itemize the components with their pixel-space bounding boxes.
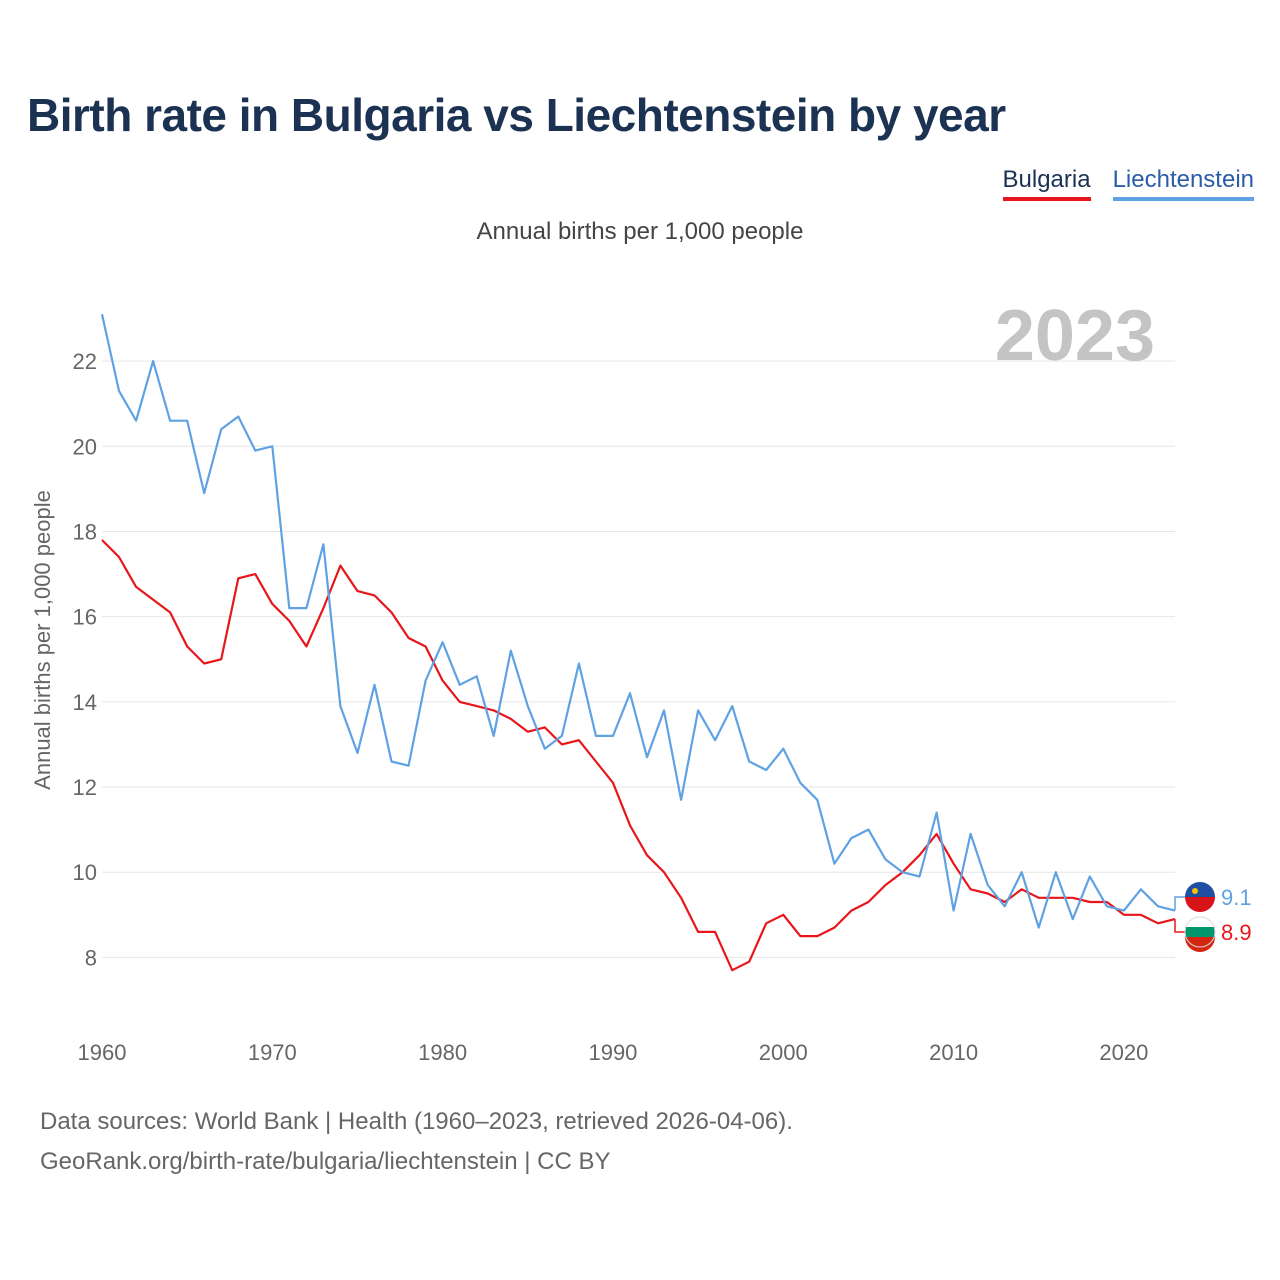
x-tick-label: 1970: [248, 1040, 297, 1065]
y-axis-label: Annual births per 1,000 people: [30, 490, 55, 790]
connector-liechtenstein: [1174, 896, 1185, 911]
legend-item-liechtenstein[interactable]: Liechtenstein: [1112, 166, 1254, 201]
chart-title: Birth rate in Bulgaria vs Liechtenstein …: [27, 89, 1006, 141]
flag-liechtenstein-icon: [1185, 882, 1215, 912]
series-line-liechtenstein: [100, 314, 1176, 929]
x-tick-label: 2020: [1099, 1040, 1148, 1065]
flag-bulgaria-icon: [1184, 912, 1216, 952]
flag-half: [1185, 882, 1215, 897]
year-badge: 2023: [995, 296, 1155, 376]
y-tick-label: 10: [73, 860, 97, 885]
chart-subtitle: Annual births per 1,000 people: [476, 218, 804, 245]
connector-bulgaria: [1174, 919, 1185, 933]
flag-band: [1185, 937, 1215, 952]
y-tick-label: 22: [73, 349, 97, 374]
flag-crown: [1192, 888, 1198, 894]
flag-outline: [1184, 916, 1216, 948]
end-label-liechtenstein: 9.1: [1221, 885, 1252, 910]
end-label-bulgaria: 8.9: [1221, 920, 1252, 945]
footer-sources: Data sources: World Bank | Health (1960–…: [40, 1108, 793, 1135]
legend-item-bulgaria[interactable]: Bulgaria: [1002, 166, 1091, 201]
x-tick-label: 1980: [418, 1040, 467, 1065]
flag-band: [1185, 927, 1215, 937]
x-tick-label: 2000: [759, 1040, 808, 1065]
x-tick-label: 1960: [78, 1040, 127, 1065]
legend: Bulgaria Liechtenstein: [1002, 166, 1254, 201]
y-tick-label: 20: [73, 434, 97, 459]
series-line-bulgaria: [101, 539, 1176, 972]
y-tick-label: 12: [73, 775, 97, 800]
x-tick-label: 1990: [588, 1040, 637, 1065]
y-tick-label: 8: [85, 945, 97, 970]
footer-link[interactable]: GeoRank.org/birth-rate/bulgaria/liechten…: [40, 1148, 611, 1175]
y-tick-label: 16: [73, 605, 97, 630]
y-tick-label: 14: [73, 690, 97, 715]
y-tick-label: 18: [73, 519, 97, 544]
flag-half: [1185, 897, 1215, 912]
flag-band: [1185, 912, 1215, 927]
x-tick-label: 2010: [929, 1040, 978, 1065]
